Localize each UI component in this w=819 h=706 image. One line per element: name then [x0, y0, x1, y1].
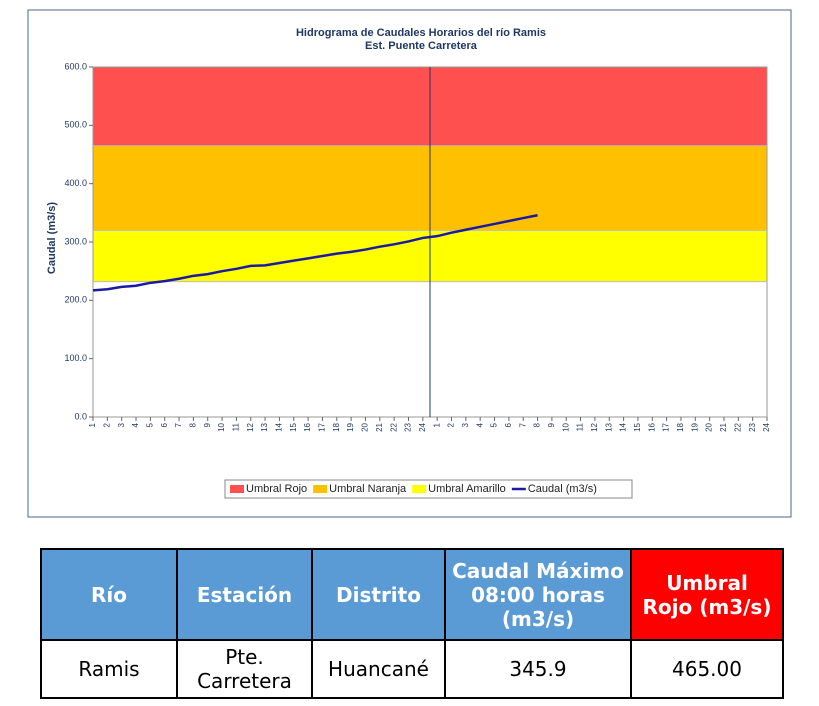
- x-tick-label: 16: [303, 422, 312, 431]
- legend-label: Umbral Rojo: [246, 483, 307, 495]
- x-tick-label: 21: [719, 422, 728, 431]
- y-tick-label: 100.0: [64, 353, 87, 363]
- x-tick-label: 3: [461, 422, 470, 427]
- summary-table: Río Estación Distrito Caudal Máximo 08:0…: [40, 548, 784, 699]
- x-tick-label: 14: [275, 422, 284, 431]
- x-tick-label: 5: [145, 422, 154, 427]
- legend: [224, 479, 633, 499]
- legend-label: Umbral Amarillo: [428, 483, 506, 495]
- x-tick-label: 19: [346, 422, 355, 431]
- cell: Huancané: [311, 639, 446, 699]
- x-tick-label: 4: [475, 422, 484, 427]
- legend-label: Caudal (m3/s): [528, 483, 597, 495]
- y-tick-label: 400.0: [64, 178, 87, 188]
- x-tick-label: 4: [131, 422, 140, 427]
- x-tick-label: 8: [533, 422, 542, 427]
- x-tick-label: 1: [88, 422, 97, 427]
- header-row: Río Estación Distrito Caudal Máximo 08:0…: [40, 548, 784, 641]
- header-cell: Estación: [176, 548, 313, 641]
- header-cell: Umbral Rojo (m3/s): [630, 548, 784, 641]
- header-cell: Caudal Máximo 08:00 horas (m3/s): [444, 548, 632, 641]
- y-axis-label: Caudal (m3/s): [46, 202, 58, 274]
- x-tick-label: 18: [676, 422, 685, 431]
- x-tick-label: 12: [590, 422, 599, 431]
- header-cell: Río: [40, 548, 178, 641]
- legend-swatch: [412, 485, 427, 493]
- cell: Pte. Carretera: [176, 639, 313, 699]
- x-tick-label: 22: [733, 422, 742, 431]
- x-tick-label: 8: [188, 422, 197, 427]
- x-tick-label: 14: [619, 422, 628, 431]
- x-tick-label: 17: [662, 422, 671, 431]
- x-tick-label: 13: [604, 422, 613, 431]
- x-tick-label: 9: [203, 422, 212, 427]
- legend-label: Umbral Naranja: [329, 483, 407, 495]
- x-tick-label: 23: [404, 422, 413, 431]
- x-tick-label: 17: [318, 422, 327, 431]
- x-tick-label: 21: [375, 422, 384, 431]
- x-tick-label: 2: [102, 422, 111, 427]
- x-tick-label: 16: [647, 422, 656, 431]
- x-tick-label: 24: [418, 422, 427, 431]
- y-tick-label: 200.0: [64, 295, 87, 305]
- y-tick-label: 600.0: [64, 61, 87, 71]
- x-tick-label: 3: [117, 422, 126, 427]
- x-tick-label: 23: [748, 422, 757, 431]
- x-tick-label: 10: [561, 422, 570, 431]
- x-tick-label: 5: [490, 422, 499, 427]
- x-tick-label: 12: [246, 422, 255, 431]
- y-tick-label: 300.0: [64, 236, 87, 246]
- x-tick-label: 10: [217, 422, 226, 431]
- x-tick-label: 22: [389, 422, 398, 431]
- cell: 345.9: [444, 639, 632, 699]
- data-row: Ramis Pte. Carretera Huancané 345.9 465.…: [40, 639, 784, 699]
- x-tick-label: 7: [174, 422, 183, 427]
- x-tick-label: 20: [705, 422, 714, 431]
- x-tick-label: 6: [504, 422, 513, 427]
- header-cell: Distrito: [311, 548, 446, 641]
- x-tick-label: 6: [160, 422, 169, 427]
- x-tick-label: 20: [361, 422, 370, 431]
- x-tick-label: 1: [432, 422, 441, 427]
- x-tick-label: 24: [762, 422, 771, 431]
- x-tick-label: 9: [547, 422, 556, 427]
- chart-title: Hidrograma de Caudales Horarios del río …: [296, 27, 546, 39]
- x-tick-label: 13: [260, 422, 269, 431]
- x-tick-label: 15: [633, 422, 642, 431]
- legend-swatch: [313, 485, 328, 493]
- x-tick-label: 2: [447, 422, 456, 427]
- caudal-line: [92, 213, 538, 292]
- x-tick-label: 11: [576, 422, 585, 431]
- x-tick-label: 15: [289, 422, 298, 431]
- cell: 465.00: [630, 639, 784, 699]
- x-tick-label: 11: [232, 422, 241, 431]
- y-tick-label: 500.0: [64, 120, 87, 130]
- x-tick-label: 18: [332, 422, 341, 431]
- chart: Hidrograma de Caudales Horarios del río …: [27, 9, 792, 518]
- x-tick-label: 7: [518, 422, 527, 427]
- y-tick-label: 0.0: [74, 411, 87, 421]
- cell: Ramis: [40, 639, 178, 699]
- legend-swatch: [230, 485, 244, 493]
- x-tick-label: 19: [690, 422, 699, 431]
- chart-subtitle: Est. Puente Carretera: [365, 40, 478, 52]
